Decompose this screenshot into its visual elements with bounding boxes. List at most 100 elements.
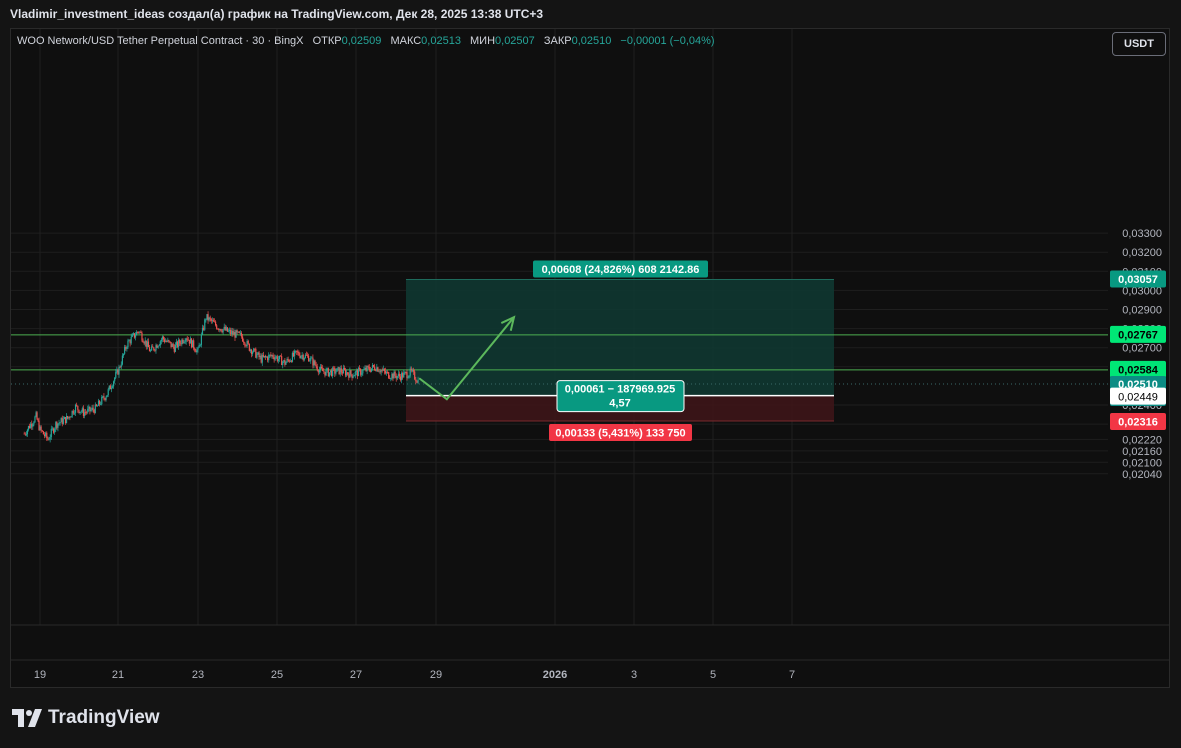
candle-body	[257, 352, 259, 355]
candle-body	[181, 339, 183, 345]
candle-body	[127, 340, 129, 348]
candle-body	[285, 362, 287, 365]
candle-body	[159, 341, 161, 346]
candle-body	[292, 352, 295, 357]
candle-body	[218, 328, 220, 331]
candle-body	[54, 428, 56, 433]
candle-body	[353, 375, 355, 377]
candle-body	[262, 355, 264, 357]
candle-body	[38, 420, 40, 431]
candle-body	[47, 438, 49, 440]
candle-body	[369, 370, 371, 372]
candle-body	[239, 332, 241, 334]
candle-body	[370, 368, 373, 372]
candle-body	[45, 432, 47, 437]
candle-body	[412, 370, 415, 372]
candle-body	[89, 406, 91, 412]
candle-body	[399, 376, 402, 381]
symbol-name: WOO Network/USD Tether Perpetual Contrac…	[17, 35, 304, 47]
candle-body	[135, 331, 138, 336]
close-label: ЗАКР	[543, 35, 572, 47]
candle-body	[274, 357, 276, 360]
candle-body	[170, 342, 172, 347]
candle-body	[379, 371, 381, 373]
candle-body	[393, 371, 395, 379]
candle-body	[411, 370, 414, 372]
candle-body	[36, 412, 38, 420]
candle-body	[352, 376, 354, 378]
candle-body	[358, 368, 361, 370]
candle-body	[309, 360, 311, 362]
candle-body	[249, 349, 252, 351]
candle-body	[140, 331, 142, 333]
candle-body	[72, 410, 74, 414]
candle-body	[281, 356, 283, 366]
candle-body	[356, 370, 359, 377]
candle-body	[272, 355, 274, 358]
chart-canvas[interactable]: 0,00608 (24,826%) 608 2142.86 0,00133 (5,…	[0, 0, 1181, 700]
candle-body	[192, 340, 194, 348]
candle-body	[137, 331, 139, 333]
candle-body	[375, 369, 377, 371]
candle-body	[46, 432, 48, 439]
candle-body	[100, 404, 102, 405]
candle-body	[91, 407, 93, 410]
candle-body	[289, 360, 291, 362]
x-tick-label: 19	[34, 669, 46, 681]
candle-body	[328, 372, 331, 377]
candle-body	[410, 368, 412, 371]
candle-body	[342, 368, 345, 374]
currency-button[interactable]: USDT	[1112, 32, 1166, 56]
candle-body	[185, 338, 187, 342]
candle-body	[80, 411, 82, 413]
candle-body	[67, 416, 69, 419]
candle-body	[42, 431, 44, 435]
candle-body	[308, 355, 310, 362]
candle-body	[392, 373, 394, 379]
x-tick-label: 23	[192, 669, 204, 681]
tradingview-logo[interactable]: TradingView	[12, 707, 160, 729]
candle-body	[350, 370, 352, 375]
candle-body	[295, 350, 297, 352]
candle-body	[230, 329, 232, 335]
candle-body	[82, 408, 85, 416]
candle-body	[186, 338, 188, 340]
candle-body	[241, 336, 244, 342]
candle-body	[258, 352, 260, 357]
stop-price-tag-bg	[1110, 413, 1166, 431]
y-tick-label: 0,03000	[1122, 285, 1162, 297]
profit-label: 0,00608 (24,826%) 608 2142.86	[542, 264, 700, 276]
candle-body	[332, 367, 334, 376]
candle-body	[361, 373, 363, 375]
candle-body	[190, 338, 193, 348]
candle-body	[164, 339, 166, 342]
profit-label-bg	[533, 260, 708, 278]
y-tick-label: 0,02040	[1122, 469, 1162, 481]
candle-body	[299, 355, 301, 358]
candle-body	[194, 348, 196, 351]
candle-body	[264, 355, 267, 358]
x-tick-label: 7	[789, 669, 795, 681]
candle-body	[182, 339, 184, 343]
candle-body	[360, 368, 362, 375]
candle-body	[92, 407, 94, 410]
candle-body	[34, 416, 36, 423]
candle-body	[59, 422, 61, 424]
candle-body	[65, 416, 68, 424]
candle-body	[146, 341, 148, 347]
candle-body	[165, 341, 167, 342]
candle-body	[171, 344, 173, 347]
y-tick-label: 0,03200	[1122, 247, 1162, 259]
high-value: 0,02513	[421, 35, 461, 47]
candle-body	[355, 370, 357, 372]
candle-body	[154, 350, 156, 351]
candle-body	[233, 332, 235, 335]
candle-body	[133, 333, 136, 338]
candle-body	[297, 351, 299, 353]
candles	[23, 311, 419, 443]
candle-body	[316, 366, 318, 371]
candle-body	[111, 386, 114, 388]
candle-body	[256, 354, 258, 358]
candle-body	[341, 372, 343, 374]
candle-body	[277, 359, 280, 361]
